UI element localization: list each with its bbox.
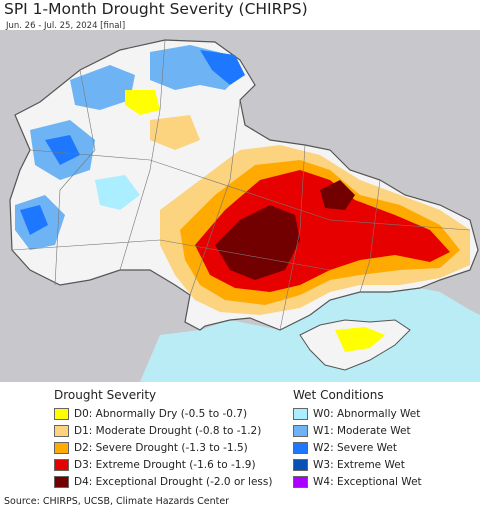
- legend-label-w4: W4: Exceptional Wet: [313, 476, 422, 488]
- legend-item-d3: D3: Extreme Drought (-1.6 to -1.9): [54, 457, 256, 473]
- legend-item-d0: D0: Abnormally Dry (-0.5 to -0.7): [54, 406, 247, 422]
- swatch-w4: [293, 476, 308, 488]
- swatch-w0: [293, 408, 308, 420]
- legend-item-w1: W1: Moderate Wet: [293, 423, 411, 439]
- swatch-w3: [293, 459, 308, 471]
- wet-area-southwest-strong: [20, 205, 48, 235]
- legend: Drought Severity Wet Conditions D0: Abno…: [0, 382, 480, 492]
- legend-item-w3: W3: Extreme Wet: [293, 457, 405, 473]
- swatch-d0: [54, 408, 69, 420]
- swatch-d1: [54, 425, 69, 437]
- legend-label-d1: D1: Moderate Drought (-0.8 to -1.2): [74, 425, 262, 437]
- wet-area-center-west: [95, 175, 140, 210]
- swatch-w1: [293, 425, 308, 437]
- legend-item-w4: W4: Exceptional Wet: [293, 474, 422, 490]
- legend-item-d2: D2: Severe Drought (-1.3 to -1.5): [54, 440, 248, 456]
- source-credit: Source: CHIRPS, UCSB, Climate Hazards Ce…: [4, 496, 230, 507]
- legend-label-d2: D2: Severe Drought (-1.3 to -1.5): [74, 442, 248, 454]
- wet-legend-heading: Wet Conditions: [293, 388, 384, 402]
- legend-item-w0: W0: Abnormally Wet: [293, 406, 420, 422]
- dry-area-north: [125, 90, 160, 115]
- legend-label-w1: W1: Moderate Wet: [313, 425, 411, 437]
- legend-label-w2: W2: Severe Wet: [313, 442, 397, 454]
- legend-label-w3: W3: Extreme Wet: [313, 459, 405, 471]
- date-range-subtitle: Jun. 26 - Jul. 25, 2024 [final]: [6, 21, 126, 31]
- swatch-w2: [293, 442, 308, 454]
- swatch-d2: [54, 442, 69, 454]
- wet-area-northeast: [200, 50, 245, 85]
- legend-label-d0: D0: Abnormally Dry (-0.5 to -0.7): [74, 408, 248, 420]
- legend-label-w0: W0: Abnormally Wet: [313, 408, 421, 420]
- legend-label-d3: D3: Extreme Drought (-1.6 to -1.9): [74, 459, 256, 471]
- page-title: SPI 1-Month Drought Severity (CHIRPS): [4, 0, 308, 18]
- exceptional-drought-east: [320, 180, 355, 210]
- wet-area-northwest: [70, 65, 135, 110]
- drought-legend-heading: Drought Severity: [54, 388, 157, 402]
- crimea-dry-area: [335, 327, 385, 352]
- dry-area-center-north: [150, 115, 200, 150]
- wet-area-west-strong: [45, 135, 80, 165]
- legend-item-d4: D4: Exceptional Drought (-2.0 or less): [54, 474, 272, 490]
- legend-label-d4: D4: Exceptional Drought (-2.0 or less): [74, 476, 273, 488]
- legend-item-d1: D1: Moderate Drought (-0.8 to -1.2): [54, 423, 261, 439]
- swatch-d3: [54, 459, 69, 471]
- legend-item-w2: W2: Severe Wet: [293, 440, 397, 456]
- swatch-d4: [54, 476, 69, 488]
- drought-map: [0, 30, 480, 382]
- admin-borders: [11, 39, 471, 331]
